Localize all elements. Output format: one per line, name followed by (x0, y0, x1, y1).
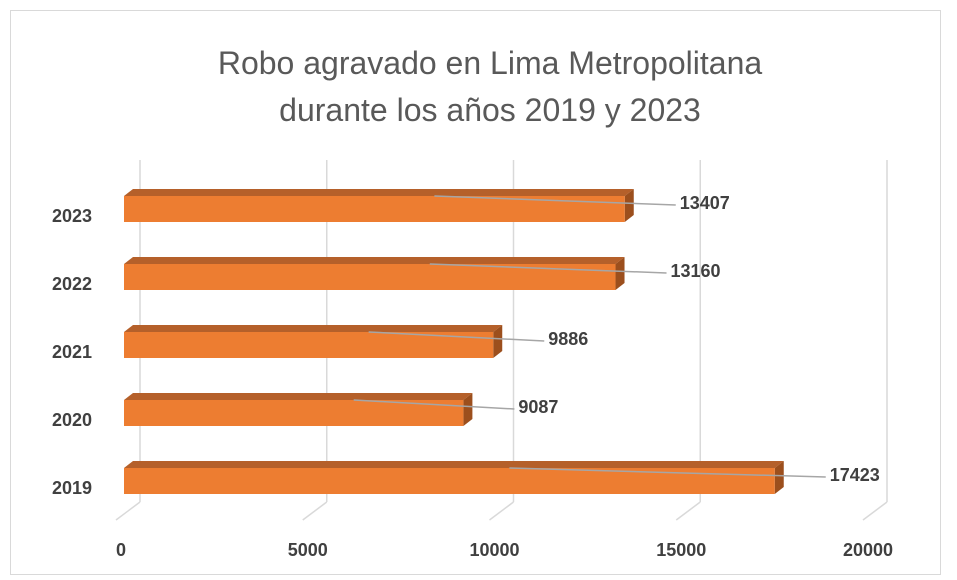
bar-side (624, 189, 634, 222)
x-tick-label: 5000 (288, 540, 328, 560)
leader-line (353, 399, 515, 410)
x-tick-label: 0 (116, 540, 126, 560)
x-tick-label: 10000 (469, 540, 519, 560)
bar (124, 468, 775, 494)
data-label: 9886 (548, 329, 588, 349)
x-tick-label: 15000 (656, 540, 706, 560)
bar-top (124, 257, 625, 264)
y-tick-label: 2023 (52, 206, 92, 226)
bar-top (124, 189, 634, 196)
x-tick-label: 20000 (843, 540, 893, 560)
y-tick-label: 2020 (52, 410, 92, 430)
bar-side (493, 325, 503, 358)
y-tick-label: 2022 (52, 274, 92, 294)
data-label: 9087 (518, 397, 558, 417)
bar-top (124, 393, 473, 400)
leader-line (509, 467, 826, 478)
y-tick-label: 2021 (52, 342, 92, 362)
bar (124, 332, 494, 358)
bar (124, 400, 464, 426)
bar-side (463, 393, 473, 426)
leader-line (434, 195, 676, 206)
bar-top (124, 461, 784, 468)
bar-top (124, 325, 503, 332)
chart-title: Robo agravado en Lima Metropolitana dura… (217, 45, 763, 128)
data-label: 13160 (671, 261, 721, 281)
y-tick-label: 2019 (52, 478, 92, 498)
data-label: 13407 (680, 193, 730, 213)
floor-line (302, 501, 328, 521)
bar-side (774, 461, 784, 494)
leader-line (368, 331, 545, 342)
floor-line (115, 501, 141, 521)
leader-line (429, 263, 667, 274)
floor-line (489, 501, 514, 521)
floor-line (675, 501, 701, 521)
chart-border (10, 10, 941, 575)
data-label: 17423 (830, 465, 880, 485)
floor-line (862, 501, 888, 521)
bar-side (615, 257, 625, 290)
